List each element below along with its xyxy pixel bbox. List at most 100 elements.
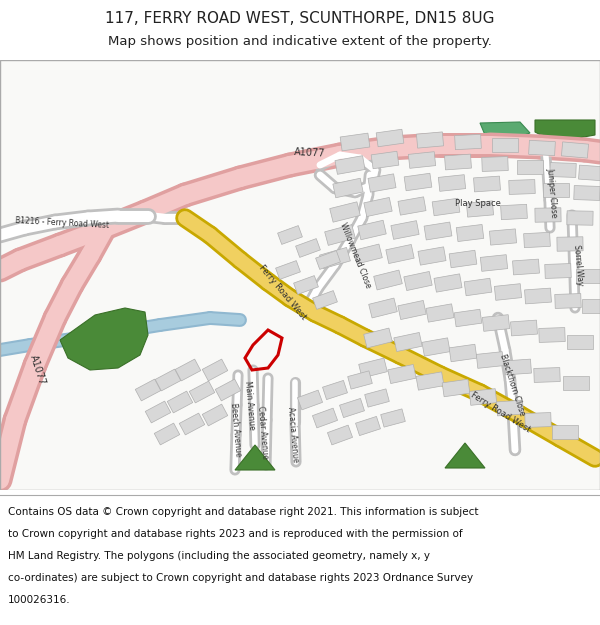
Polygon shape xyxy=(202,404,228,426)
Polygon shape xyxy=(512,259,539,275)
Text: Play Space: Play Space xyxy=(455,199,501,208)
Polygon shape xyxy=(434,274,462,292)
Polygon shape xyxy=(562,142,589,158)
Polygon shape xyxy=(313,408,338,428)
Polygon shape xyxy=(509,179,535,194)
Polygon shape xyxy=(552,425,578,439)
Polygon shape xyxy=(578,165,600,181)
Polygon shape xyxy=(545,264,571,279)
Polygon shape xyxy=(432,198,460,216)
Text: Juniper Close: Juniper Close xyxy=(545,168,559,218)
Polygon shape xyxy=(567,211,593,225)
Polygon shape xyxy=(154,423,180,445)
Polygon shape xyxy=(364,328,392,348)
Polygon shape xyxy=(424,222,452,240)
Polygon shape xyxy=(394,332,422,351)
Polygon shape xyxy=(449,344,477,362)
Polygon shape xyxy=(482,314,509,331)
Text: Ferry Road West: Ferry Road West xyxy=(469,390,532,434)
Polygon shape xyxy=(534,368,560,382)
Polygon shape xyxy=(497,400,523,416)
Text: HM Land Registry. The polygons (including the associated geometry, namely x, y: HM Land Registry. The polygons (includin… xyxy=(8,551,430,561)
Text: A1077: A1077 xyxy=(294,147,326,159)
Text: B1216 - Ferry Road West: B1216 - Ferry Road West xyxy=(15,216,109,230)
Text: to Crown copyright and database rights 2023 and is reproduced with the permissio: to Crown copyright and database rights 2… xyxy=(8,529,463,539)
Polygon shape xyxy=(278,226,302,244)
Polygon shape xyxy=(313,291,337,309)
Polygon shape xyxy=(567,335,593,349)
Text: co-ordinates) are subject to Crown copyright and database rights 2023 Ordnance S: co-ordinates) are subject to Crown copyr… xyxy=(8,573,473,583)
Polygon shape xyxy=(555,294,581,309)
Polygon shape xyxy=(371,151,399,169)
Polygon shape xyxy=(328,425,353,445)
Text: Ferry Road West: Ferry Road West xyxy=(257,263,307,321)
Polygon shape xyxy=(576,269,600,283)
Polygon shape xyxy=(376,129,404,147)
Polygon shape xyxy=(481,254,508,271)
Polygon shape xyxy=(480,122,530,140)
Polygon shape xyxy=(505,359,532,375)
Polygon shape xyxy=(409,152,436,168)
Polygon shape xyxy=(464,278,492,296)
Polygon shape xyxy=(359,358,388,378)
Polygon shape xyxy=(155,369,181,391)
Polygon shape xyxy=(416,132,443,148)
Polygon shape xyxy=(574,186,600,201)
Polygon shape xyxy=(356,416,380,436)
Polygon shape xyxy=(135,379,161,401)
Polygon shape xyxy=(386,244,414,264)
Polygon shape xyxy=(380,409,406,427)
Polygon shape xyxy=(535,120,595,142)
Text: Contains OS data © Crown copyright and database right 2021. This information is : Contains OS data © Crown copyright and d… xyxy=(8,507,479,517)
Polygon shape xyxy=(275,261,301,279)
Text: Willowmead Close: Willowmead Close xyxy=(338,221,372,289)
Polygon shape xyxy=(524,232,550,248)
Polygon shape xyxy=(543,183,569,197)
Polygon shape xyxy=(316,251,340,269)
Polygon shape xyxy=(145,401,171,423)
Polygon shape xyxy=(416,372,444,390)
Polygon shape xyxy=(340,398,364,418)
Polygon shape xyxy=(454,309,482,327)
Text: Blackthorn Close: Blackthorn Close xyxy=(498,353,526,417)
Polygon shape xyxy=(582,299,600,313)
Polygon shape xyxy=(215,379,241,401)
Polygon shape xyxy=(347,371,373,389)
Polygon shape xyxy=(445,154,472,170)
Polygon shape xyxy=(298,390,323,410)
Polygon shape xyxy=(323,381,347,399)
Polygon shape xyxy=(320,248,350,269)
Polygon shape xyxy=(525,412,551,428)
Polygon shape xyxy=(529,141,556,156)
Polygon shape xyxy=(517,160,543,174)
Polygon shape xyxy=(490,229,517,245)
Polygon shape xyxy=(449,250,477,268)
Polygon shape xyxy=(439,174,466,191)
Text: Beech Avenue: Beech Avenue xyxy=(229,402,243,458)
Polygon shape xyxy=(202,359,228,381)
Polygon shape xyxy=(364,198,392,216)
Polygon shape xyxy=(524,288,551,304)
Polygon shape xyxy=(167,391,193,413)
Polygon shape xyxy=(358,220,386,240)
Polygon shape xyxy=(398,197,426,215)
Polygon shape xyxy=(442,379,470,397)
Text: A1077: A1077 xyxy=(28,354,47,386)
Polygon shape xyxy=(500,204,527,219)
Polygon shape xyxy=(398,301,426,319)
Polygon shape xyxy=(333,178,363,198)
Text: Map shows position and indicative extent of the property.: Map shows position and indicative extent… xyxy=(108,36,492,49)
Polygon shape xyxy=(550,162,576,177)
Polygon shape xyxy=(368,174,396,192)
Polygon shape xyxy=(391,221,419,239)
Polygon shape xyxy=(325,224,355,246)
Polygon shape xyxy=(539,328,565,342)
Polygon shape xyxy=(330,202,360,222)
Polygon shape xyxy=(426,304,454,322)
Polygon shape xyxy=(557,237,583,251)
Polygon shape xyxy=(482,156,508,171)
Polygon shape xyxy=(455,134,481,149)
Polygon shape xyxy=(179,413,205,435)
Polygon shape xyxy=(365,389,389,407)
Polygon shape xyxy=(189,381,215,403)
